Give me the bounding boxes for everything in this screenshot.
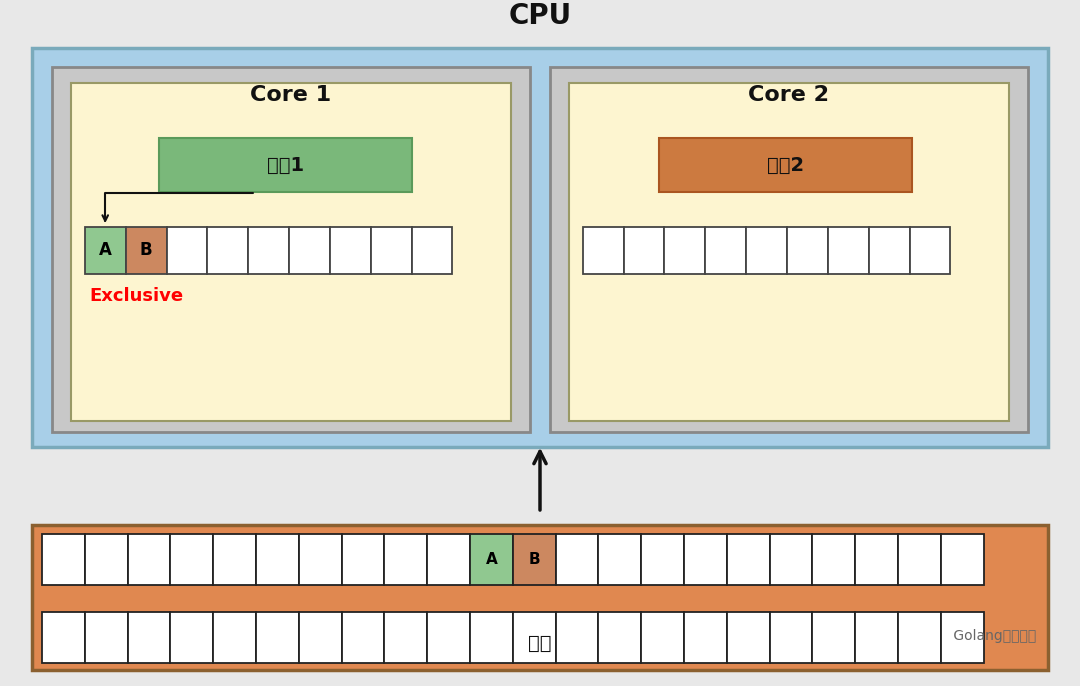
Bar	[569, 83, 1009, 421]
Bar	[428, 534, 470, 585]
Bar	[256, 612, 299, 663]
Bar	[787, 227, 828, 274]
Bar	[71, 83, 511, 421]
Bar	[42, 612, 85, 663]
Bar	[770, 612, 812, 663]
Bar	[727, 612, 770, 663]
Bar	[684, 612, 727, 663]
Bar	[42, 534, 85, 585]
Text: Exclusive: Exclusive	[90, 287, 184, 305]
Bar	[32, 525, 1048, 670]
Bar	[727, 534, 770, 585]
Text: B: B	[528, 552, 540, 567]
Bar	[384, 612, 428, 663]
Bar	[171, 534, 213, 585]
Text: A: A	[98, 241, 111, 259]
Text: Core 1: Core 1	[251, 85, 332, 105]
Text: 线程1: 线程1	[267, 156, 303, 175]
Bar	[868, 227, 909, 274]
Bar	[941, 534, 984, 585]
Bar	[370, 227, 411, 274]
Bar	[159, 139, 411, 192]
Bar	[770, 534, 812, 585]
Bar	[598, 534, 642, 585]
Bar	[85, 534, 127, 585]
Bar	[623, 227, 664, 274]
Bar	[384, 534, 428, 585]
Bar	[341, 534, 384, 585]
Bar	[213, 612, 256, 663]
Bar	[550, 67, 1028, 432]
Text: A: A	[486, 552, 497, 567]
Text: B: B	[139, 241, 152, 259]
Bar	[125, 227, 166, 274]
Bar	[213, 534, 256, 585]
Bar	[583, 227, 623, 274]
Bar	[642, 612, 684, 663]
Bar	[256, 534, 299, 585]
Bar	[248, 227, 289, 274]
Text: 线程2: 线程2	[767, 156, 804, 175]
Bar	[812, 612, 855, 663]
Bar	[32, 48, 1048, 447]
Bar	[85, 612, 127, 663]
Bar	[659, 139, 912, 192]
Text: 内存: 内存	[528, 634, 552, 653]
Bar	[299, 534, 341, 585]
Bar	[127, 534, 171, 585]
Bar	[909, 227, 950, 274]
Bar	[941, 612, 984, 663]
Bar	[470, 612, 513, 663]
Bar	[897, 612, 941, 663]
Text: Core 2: Core 2	[748, 85, 829, 105]
Bar	[812, 534, 855, 585]
Bar	[171, 612, 213, 663]
Bar	[642, 534, 684, 585]
Bar	[52, 67, 530, 432]
Bar	[855, 534, 897, 585]
Bar	[127, 612, 171, 663]
Bar	[746, 227, 787, 274]
Bar	[428, 612, 470, 663]
Bar	[207, 227, 248, 274]
Bar	[299, 612, 341, 663]
Bar	[684, 534, 727, 585]
Bar	[897, 534, 941, 585]
Bar	[828, 227, 868, 274]
Bar	[705, 227, 746, 274]
Text: CPU: CPU	[509, 3, 571, 30]
Bar	[664, 227, 705, 274]
Bar	[555, 534, 598, 585]
Bar	[855, 612, 897, 663]
Bar	[555, 612, 598, 663]
Bar	[598, 612, 642, 663]
Bar	[289, 227, 329, 274]
Text: Golang技术分享: Golang技术分享	[949, 629, 1036, 643]
Bar	[85, 227, 125, 274]
Bar	[329, 227, 370, 274]
Bar	[411, 227, 453, 274]
Bar	[341, 612, 384, 663]
Bar	[513, 612, 555, 663]
Bar	[470, 534, 513, 585]
Bar	[166, 227, 207, 274]
Bar	[513, 534, 555, 585]
